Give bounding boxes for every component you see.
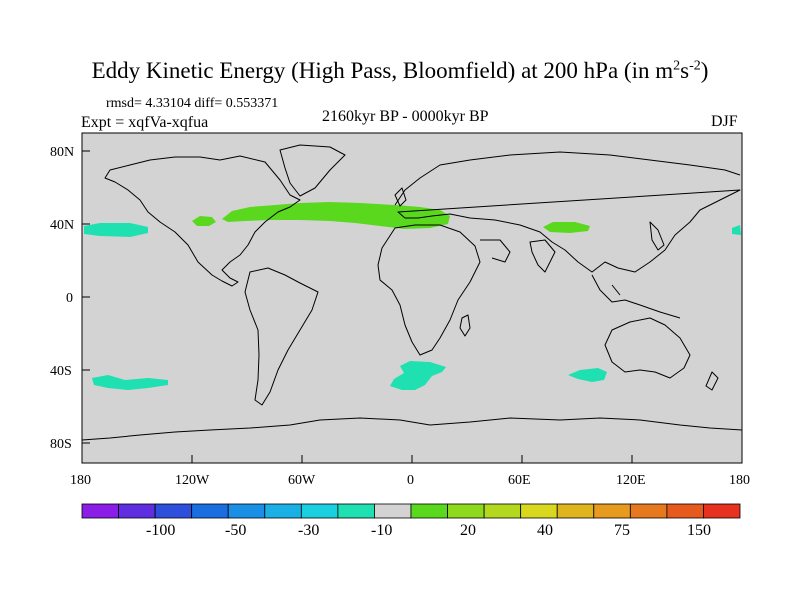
- coast-europe-asia: [394, 151, 741, 273]
- period-label: 2160kyr BP - 0000kyr BP: [322, 108, 489, 125]
- coast-madagascar: [459, 314, 471, 337]
- colorbar-labels: -100 -50 -30 -10 20 40 75 150: [146, 522, 711, 539]
- colorbar-box: [666, 503, 704, 519]
- colorbar-box: [629, 503, 668, 519]
- coast-new-zealand: [705, 371, 719, 391]
- colorbar-box: [593, 503, 631, 519]
- colorbar-box: [300, 503, 339, 519]
- latitude-axis: 80N 40N 0 40S 80S: [50, 145, 90, 452]
- colorbar-box: [556, 503, 595, 519]
- lon-label-0: 0: [407, 473, 414, 488]
- stats-text: rmsd= 4.33104 diff= 0.553371: [106, 96, 279, 111]
- coast-australia: [604, 317, 691, 379]
- colorbar-box: [410, 503, 448, 519]
- colorbar-label-minus30: -30: [298, 522, 319, 539]
- negative-patch-south-pacific: [92, 375, 168, 390]
- colorbar-box: [703, 503, 741, 519]
- coast-south-america: [244, 267, 319, 406]
- colorbar-box: [81, 503, 119, 519]
- negative-anomaly-patches: [84, 223, 741, 390]
- colorbar-label-minus100: -100: [146, 522, 175, 539]
- positive-patch-central-asia: [543, 222, 590, 233]
- lat-label-40n: 40N: [50, 218, 74, 233]
- colorbar-label-150: 150: [687, 522, 711, 539]
- experiment-label: Expt = xqfVa-xqfua: [81, 114, 209, 131]
- colorbar-label-75: 75: [614, 522, 630, 539]
- longitude-axis: 180 120W 60W 0 60E 120E 180: [70, 455, 750, 488]
- coast-greenland: [279, 144, 346, 197]
- lat-label-40s: 40S: [50, 364, 72, 379]
- negative-patch-indian-ocean: [568, 368, 607, 382]
- colorbar-boxes: [81, 503, 741, 519]
- coast-southeast-asia: [591, 274, 681, 319]
- lon-label-60e: 60E: [508, 473, 531, 488]
- colorbar-label-minus10: -10: [371, 522, 392, 539]
- map-title: Eddy Kinetic Energy (High Pass, Bloomfie…: [91, 58, 709, 83]
- coast-arabia-india: [480, 239, 556, 273]
- colorbar-box: [227, 503, 266, 519]
- lat-label-0: 0: [66, 291, 73, 306]
- coastlines: [81, 144, 743, 441]
- negative-patch-north-pacific-east: [732, 225, 741, 235]
- coast-africa: [377, 224, 481, 356]
- lon-label-120e: 120E: [616, 473, 646, 488]
- negative-patch-north-pacific-west: [84, 223, 148, 237]
- map-frame: [81, 132, 743, 464]
- coast-antarctica: [81, 417, 743, 441]
- negative-patch-south-atlantic: [390, 361, 446, 390]
- colorbar-label-20: 20: [460, 522, 476, 539]
- lon-label-60w: 60W: [288, 473, 316, 488]
- colorbar-box: [447, 503, 485, 519]
- colorbar-box: [264, 503, 302, 519]
- colorbar-box: [520, 503, 558, 519]
- colorbar-box: [118, 503, 156, 519]
- colorbar-label-40: 40: [537, 522, 553, 539]
- colorbar-box: [191, 503, 229, 519]
- lon-label-120w: 120W: [175, 473, 210, 488]
- coast-japan: [649, 221, 665, 251]
- colorbar-box: [374, 503, 412, 519]
- lon-label-180-west: 180: [70, 473, 91, 488]
- coast-british-isles: [394, 187, 407, 207]
- positive-patch-north-america: [192, 216, 216, 226]
- coast-north-america: [104, 155, 301, 287]
- positive-anomaly-patches: [192, 202, 590, 233]
- lat-label-80s: 80S: [50, 437, 72, 452]
- positive-patch-north-atlantic: [222, 202, 450, 229]
- lat-label-80n: 80N: [50, 145, 74, 160]
- colorbar-box: [154, 503, 193, 519]
- colorbar-box: [337, 503, 375, 519]
- colorbar-label-minus50: -50: [225, 522, 246, 539]
- colorbar-box: [483, 503, 522, 519]
- season-label: DJF: [711, 113, 738, 130]
- lon-label-180-east: 180: [729, 473, 750, 488]
